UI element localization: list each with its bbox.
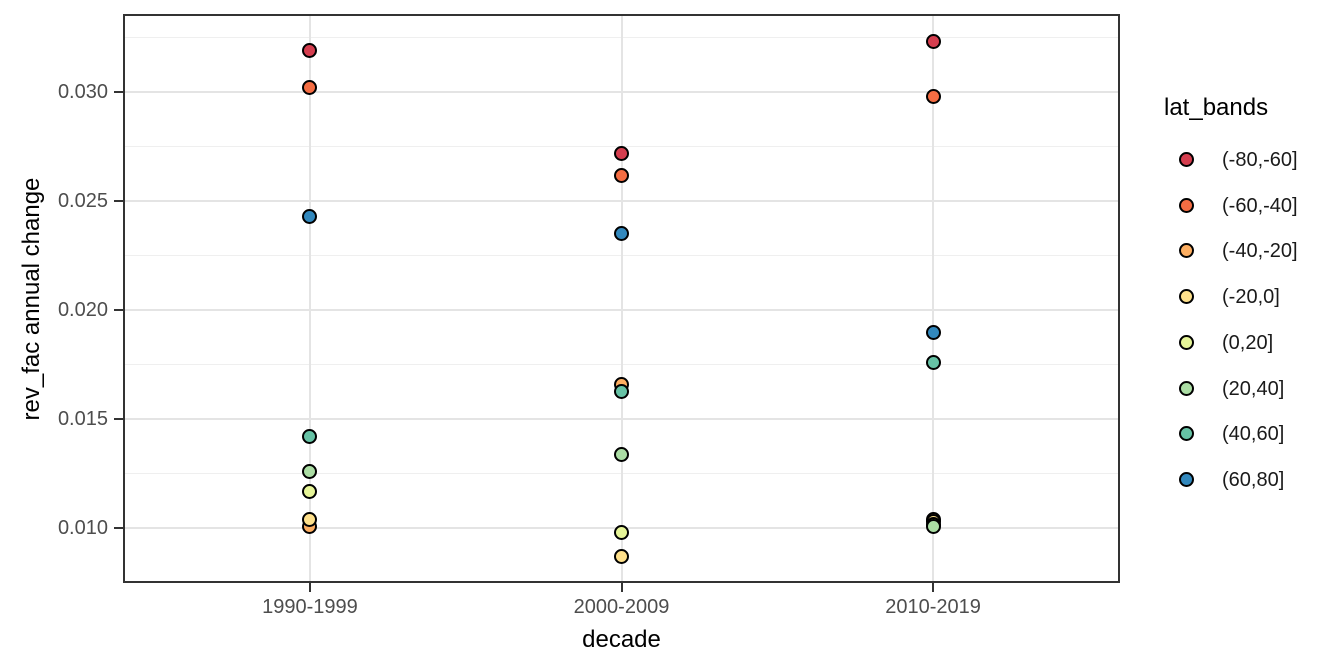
legend-item: (-40,-20]	[1179, 236, 1339, 266]
legend-title: lat_bands	[1164, 94, 1269, 121]
legend-item: (20,40]	[1179, 374, 1339, 404]
x-tick	[620, 583, 623, 592]
x-tick	[308, 583, 311, 592]
x-tick-label: 1990-1999	[262, 596, 358, 618]
y-tick-label: 0.020	[57, 299, 108, 322]
y-tick	[114, 200, 123, 203]
legend-key-icon	[1179, 471, 1194, 487]
x-tick	[932, 583, 935, 592]
legend-key-icon	[1179, 197, 1194, 213]
data-point	[614, 383, 629, 399]
legend-item: (60,80]	[1179, 465, 1339, 495]
legend-label: (0,20]	[1222, 331, 1274, 354]
legend-label: (60,80]	[1222, 468, 1285, 491]
data-point	[614, 549, 629, 565]
data-point	[925, 88, 941, 104]
legend-item: (-80,-60]	[1179, 145, 1339, 175]
data-point	[925, 518, 941, 534]
x-tick-label: 2000-2009	[573, 596, 670, 618]
data-point	[925, 355, 941, 371]
legend-label: (20,40]	[1222, 377, 1285, 400]
legend-item: (-60,-40]	[1179, 191, 1339, 221]
data-point	[614, 446, 629, 462]
data-point	[302, 512, 318, 528]
data-point	[302, 429, 318, 445]
legend-label: (40,60]	[1222, 423, 1285, 446]
legend-key-icon	[1179, 243, 1194, 259]
data-point	[302, 208, 318, 224]
data-point	[302, 483, 318, 499]
data-point	[614, 525, 629, 541]
y-tick-label: 0.015	[57, 408, 108, 431]
data-point	[614, 226, 629, 242]
data-point	[925, 34, 941, 50]
y-tick-label: 0.025	[57, 190, 108, 213]
y-tick	[114, 527, 123, 530]
y-tick	[114, 91, 123, 94]
legend-item: (40,60]	[1179, 419, 1339, 449]
legend-key-icon	[1179, 380, 1194, 396]
gridline-major	[308, 16, 311, 581]
legend-key-icon	[1179, 426, 1194, 442]
x-tick-label: 2010-2019	[885, 596, 981, 618]
gridline-major	[932, 16, 935, 581]
legend-key-icon	[1179, 334, 1194, 350]
y-tick-label: 0.010	[57, 517, 108, 540]
data-point	[614, 145, 629, 161]
data-point	[925, 324, 941, 340]
legend-label: (-40,-20]	[1222, 240, 1298, 263]
legend-key-icon	[1179, 152, 1194, 167]
y-tick	[114, 309, 123, 312]
data-point	[302, 464, 318, 480]
y-tick-label: 0.030	[57, 81, 108, 104]
y-tick	[114, 418, 123, 421]
data-point	[302, 80, 318, 96]
legend-key-icon	[1179, 289, 1194, 305]
legend-label: (-80,-60]	[1222, 149, 1298, 171]
data-point	[614, 167, 629, 183]
x-axis-title: decade	[582, 626, 661, 653]
legend-item: (-20,0]	[1179, 282, 1339, 312]
gridline-major	[620, 16, 623, 581]
y-axis-title: rev_fac annual change	[18, 177, 45, 420]
legend-label: (-60,-40]	[1222, 194, 1298, 217]
legend-item: (0,20]	[1179, 328, 1339, 358]
data-point	[302, 43, 318, 59]
legend-label: (-20,0]	[1222, 286, 1280, 309]
